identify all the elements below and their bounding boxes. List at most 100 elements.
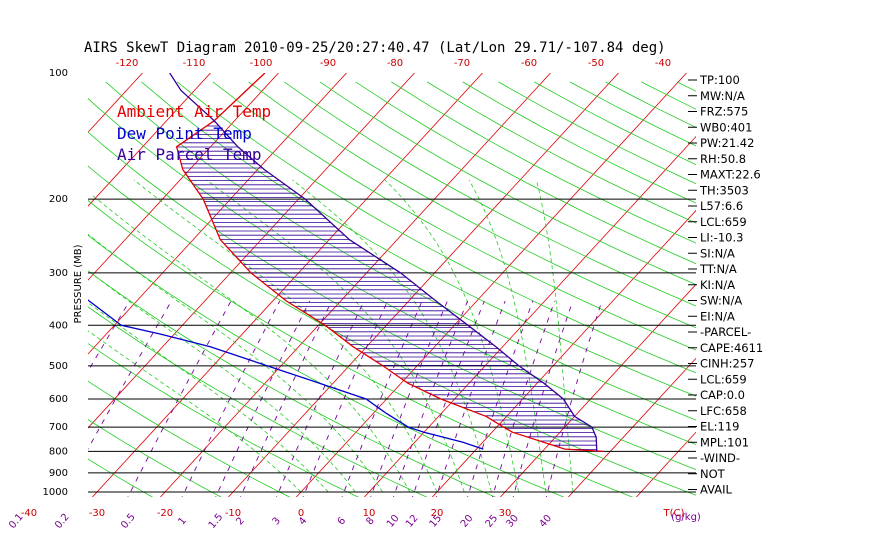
- index-entry: LCL:659: [700, 215, 747, 229]
- isotherm-line: [0, 64, 83, 501]
- moist-adiabat-line: [88, 270, 356, 493]
- index-entry: LFC:658: [700, 404, 747, 418]
- top-temp-tick-label: -120: [116, 58, 139, 69]
- mixing-ratio-label: 1: [176, 515, 189, 527]
- index-entry: EI:N/A: [700, 309, 735, 323]
- bottom-temp-tick-label: -30: [89, 508, 105, 519]
- mixing-ratio-line: [276, 300, 365, 497]
- legend: Ambient Air Temp Dew Point Temp Air Parc…: [117, 102, 271, 164]
- temp-unit-label: T(C): [663, 508, 685, 519]
- bottom-temp-tick-label: -40: [21, 508, 37, 519]
- dry-adiabat-line: [319, 81, 696, 286]
- dry-adiabat-line: [355, 81, 696, 265]
- mixing-ratio-label: 4: [297, 515, 310, 527]
- parcel-curve: [169, 73, 598, 452]
- mixing-ratio-line: [492, 300, 556, 497]
- isotherm-line: [227, 73, 620, 497]
- bottom-temp-tick-label: 20: [431, 508, 444, 519]
- mixing-ratio-label: 20: [459, 513, 476, 530]
- isotherm-line: [431, 209, 696, 497]
- pressure-tick-label: 1000: [43, 487, 68, 498]
- pressure-tick-label: 200: [49, 194, 68, 205]
- isotherm-line: [363, 135, 696, 497]
- dry-adiabat-line: [88, 380, 291, 497]
- dry-adiabat-line: [88, 199, 634, 497]
- dry-adiabat-line: [284, 81, 696, 307]
- dry-adiabat-line: [105, 81, 696, 421]
- isotherm-line: [91, 73, 484, 497]
- dry-adiabat-line: [641, 81, 696, 110]
- isotherm-line: [499, 283, 696, 497]
- mixing-ratio-line: [546, 300, 603, 497]
- top-temp-tick-label: -50: [588, 58, 604, 69]
- dry-adiabat-line: [88, 165, 696, 496]
- bottom-temp-tick-label: -20: [157, 508, 173, 519]
- dry-adiabat-line: [88, 234, 565, 497]
- ambient-curve: [175, 73, 604, 453]
- bottom-temp-tick-label: -10: [225, 508, 241, 519]
- index-entry: SI:N/A: [700, 246, 735, 260]
- index-entry: TT:N/A: [699, 262, 737, 276]
- dry-adiabat-line: [462, 81, 696, 204]
- bottom-temp-tick-label: 10: [363, 508, 376, 519]
- moist-adiabat-line: [384, 179, 519, 493]
- isotherm-line: [0, 64, 15, 501]
- legend-ambient: Ambient Air Temp: [117, 102, 271, 121]
- moist-adiabat-line: [292, 179, 492, 493]
- moist-adiabat-line: [206, 179, 465, 493]
- isotherm-line: [295, 73, 688, 497]
- mixing-ratio-label: 40: [537, 513, 554, 530]
- legend-dewpoint: Dew Point Temp: [117, 124, 252, 143]
- index-entry: SW:N/A: [700, 294, 742, 308]
- moist-adiabat-line: [88, 233, 383, 493]
- index-entry: TH:3503: [699, 183, 749, 197]
- cape-hatching: [176, 121, 597, 450]
- dewpoint-curve: [88, 299, 484, 450]
- mixing-ratio-line: [88, 300, 172, 450]
- pressure-tick-label: 400: [49, 320, 68, 331]
- dry-adiabat-line: [748, 82, 870, 501]
- mixing-ratio-label: 12: [404, 513, 421, 530]
- dry-adiabat-line: [820, 82, 870, 501]
- top-temp-tick-label: -80: [387, 58, 403, 69]
- dry-adiabat-line: [88, 306, 428, 497]
- moist-adiabat-line: [91, 194, 411, 493]
- y-axis-label: PRESSURE (MB): [73, 244, 84, 323]
- dry-adiabat-line: [88, 458, 154, 497]
- top-temp-tick-label: -40: [655, 58, 671, 69]
- index-entry: KI:N/A: [700, 278, 735, 292]
- dry-adiabat-line: [88, 131, 696, 470]
- dry-adiabat-line: [88, 419, 222, 497]
- mixing-ratio-label: 3: [271, 515, 284, 527]
- mixing-ratio-label: 8: [364, 515, 377, 527]
- index-entry: LCL:659: [700, 372, 747, 386]
- mixing-ratio-line: [88, 300, 130, 373]
- mixing-ratio-label: 10: [385, 513, 402, 530]
- index-entry: L57:6.6: [700, 199, 743, 213]
- dry-adiabat-line: [88, 270, 497, 497]
- index-entry: MPL:101: [700, 435, 749, 449]
- index-entry: CAP:0.0: [700, 388, 745, 402]
- dry-adiabat-line: [784, 82, 870, 501]
- pressure-tick-label: 500: [49, 361, 68, 372]
- pressure-tick-label: 800: [49, 446, 68, 457]
- index-entry: -PARCEL-: [700, 325, 751, 339]
- isotherm-line: [88, 73, 212, 207]
- index-entry: PW:21.42: [700, 136, 754, 150]
- mixing-ratio-line: [512, 300, 574, 497]
- dry-adiabat-line: [426, 81, 696, 224]
- bottom-temp-tick-label: 30: [499, 508, 512, 519]
- index-entry: WB0:401: [700, 120, 752, 134]
- moist-adiabat-line: [133, 179, 438, 493]
- mixing-ratio-label: 0.5: [119, 512, 138, 531]
- index-entry: -WIND-: [700, 451, 740, 465]
- index-entry: AVAIL: [700, 483, 733, 497]
- pressure-tick-label: 300: [49, 268, 68, 279]
- top-temp-tick-label: -110: [183, 58, 206, 69]
- mixing-ratio-label: 2: [234, 515, 247, 527]
- dry-adiabat-line: [248, 81, 696, 329]
- pressure-tick-label: 100: [49, 68, 68, 79]
- isotherm-line: [567, 357, 696, 497]
